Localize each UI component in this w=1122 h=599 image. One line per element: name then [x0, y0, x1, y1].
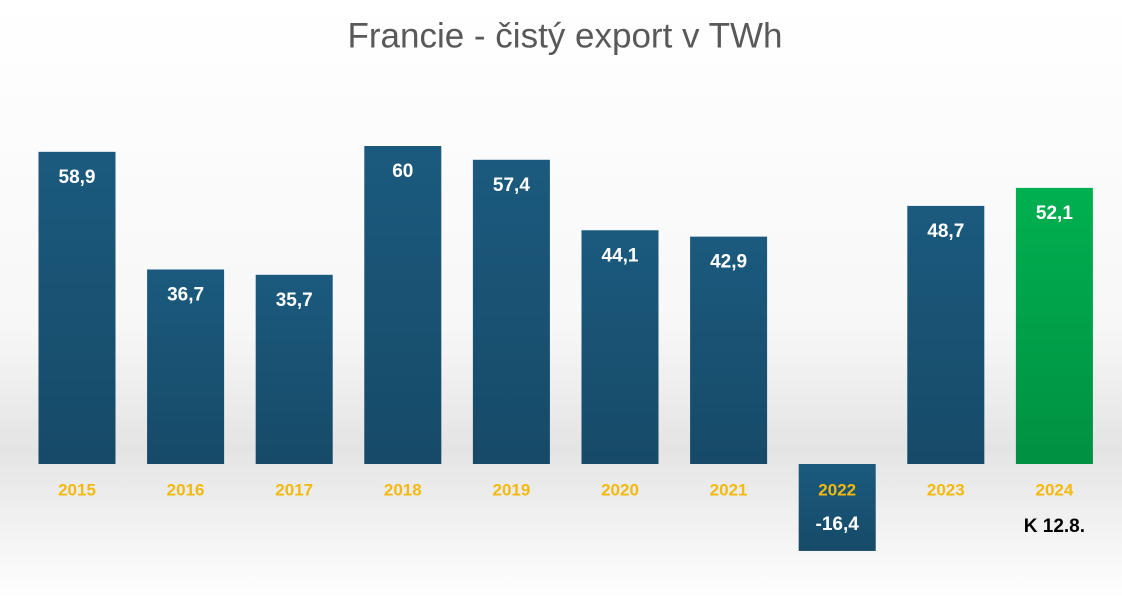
x-tick-label: 2023: [927, 480, 965, 499]
x-tick-label: 2016: [167, 480, 205, 499]
bar-shade: [364, 146, 442, 464]
value-label: 58,9: [59, 167, 96, 188]
annotation: K 12.8.: [1024, 516, 1085, 537]
value-label: 42,9: [710, 252, 747, 273]
value-label: 52,1: [1036, 203, 1073, 224]
x-tick-label: 2015: [58, 480, 96, 499]
bar-shade: [581, 230, 659, 464]
value-label: 44,1: [602, 245, 639, 266]
x-tick-label: 2021: [710, 480, 748, 499]
bar-shade: [690, 236, 768, 464]
value-label: 60: [392, 161, 413, 182]
value-label: 35,7: [276, 290, 313, 311]
x-tick-label: 2018: [384, 480, 422, 499]
x-tick-label: 2019: [492, 480, 530, 499]
value-label: -16,4: [816, 514, 860, 535]
value-label: 48,7: [927, 221, 964, 242]
bar-shade: [38, 151, 116, 464]
bar-shade: [472, 159, 550, 464]
x-tick-label: 2017: [275, 480, 313, 499]
x-tick-label: 2022: [818, 480, 856, 499]
bar-shade: [147, 269, 225, 464]
bar-shade: [255, 274, 333, 464]
x-tick-label: 2024: [1035, 480, 1073, 499]
x-tick-label: 2020: [601, 480, 639, 499]
value-label: 36,7: [167, 285, 204, 306]
bar-shade: [907, 205, 985, 464]
value-label: 57,4: [493, 175, 530, 196]
bar-shade: [798, 464, 876, 551]
chart-title: Francie - čistý export v TWh: [347, 16, 782, 55]
bar-shade: [1015, 187, 1093, 464]
